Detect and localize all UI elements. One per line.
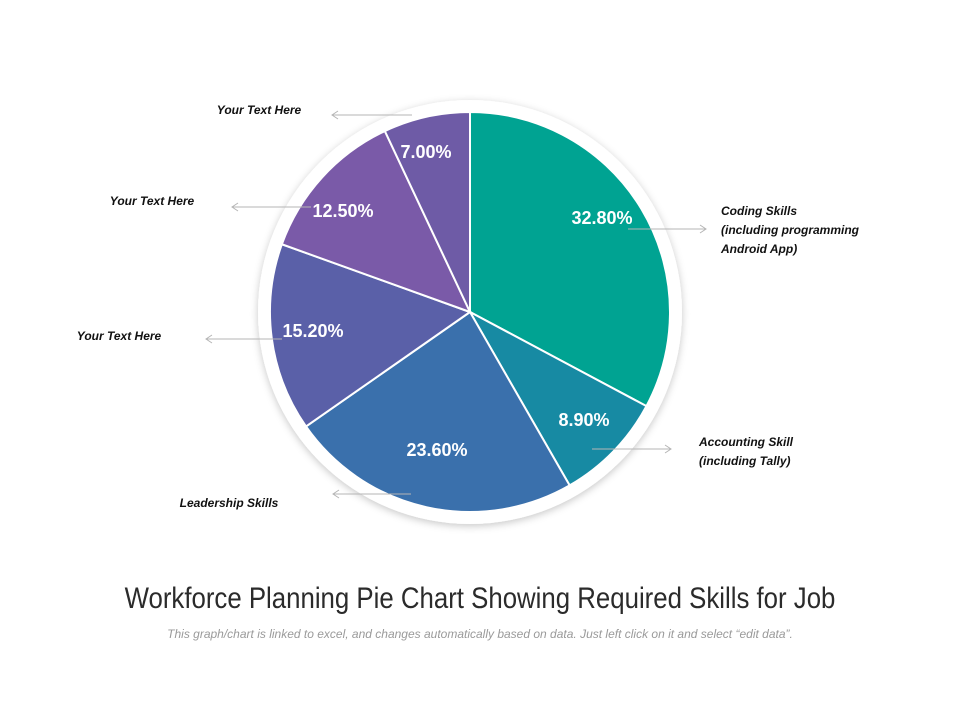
slice-percent-label-5: 12.50% — [312, 201, 373, 221]
pie-slice-4[interactable] — [269, 242, 473, 428]
callout-line: Android App) — [720, 242, 797, 256]
callout-label-1: Coding Skills (including programming Andro… — [720, 204, 860, 256]
leader-arrowhead-6 — [331, 110, 339, 120]
callout-line: Your Text Here — [77, 329, 162, 343]
callout-label-5: Your Text Here — [110, 194, 195, 208]
leader-arrowhead-1 — [699, 224, 707, 234]
slice-percent-label-2: 8.90% — [558, 410, 609, 430]
leader-arrowhead-3 — [332, 489, 340, 499]
slice-percent-label-4: 15.20% — [282, 321, 343, 341]
slice-percent-label-3: 23.60% — [406, 440, 467, 460]
pie-slice-2[interactable] — [467, 309, 648, 487]
chart-subtitle: This graph/chart is linked to excel, and… — [167, 627, 793, 641]
pie-slice-1[interactable] — [469, 110, 671, 408]
callout-label-4: Your Text Here — [77, 329, 162, 343]
leader-arrowhead-4 — [205, 334, 213, 344]
pie-slice-6[interactable] — [383, 110, 471, 313]
pie-slice-3[interactable] — [304, 310, 572, 513]
callout-line: Accounting Skill — [698, 435, 794, 449]
callout-label-6: Your Text Here — [217, 103, 302, 117]
pie-slice-5[interactable] — [280, 129, 472, 314]
callout-label-3: Leadership Skills — [180, 496, 279, 510]
callout-line: Leadership Skills — [180, 496, 279, 510]
leader-arrowhead-2 — [664, 444, 672, 454]
pie-chart: 32.80% 8.90% 23.60% 15.20% 12.50% 7.00% Codin… — [77, 100, 860, 524]
callout-line: (including programming — [721, 223, 860, 237]
leader-arrowhead-5 — [231, 202, 239, 212]
callout-label-2: Accounting Skill (including Tally) — [698, 435, 794, 468]
chart-title: Workforce Planning Pie Chart Showing Req… — [124, 582, 836, 615]
slice-percent-label-1: 32.80% — [571, 208, 632, 228]
callout-line: Your Text Here — [217, 103, 302, 117]
callout-line: Your Text Here — [110, 194, 195, 208]
callout-line: Coding Skills — [721, 204, 797, 218]
callout-line: (including Tally) — [699, 454, 791, 468]
slice-percent-label-6: 7.00% — [400, 142, 451, 162]
